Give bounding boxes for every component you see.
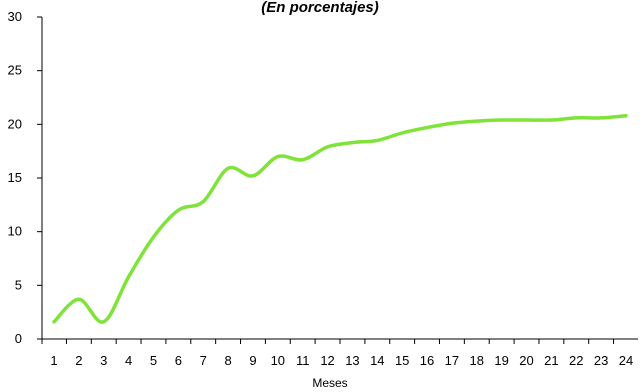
- data-point: [599, 116, 603, 120]
- x-tick-label: 9: [249, 353, 256, 368]
- data-point: [574, 116, 578, 120]
- data-point: [475, 119, 479, 123]
- data-point: [325, 145, 330, 149]
- data-point: [77, 297, 81, 301]
- x-axis: 1 2 3 4 5 6 7 8 9 10 11 12 13 14 15 16 17 18 19 20 21 22 23 24: [41, 338, 638, 368]
- data-point: [251, 174, 255, 178]
- x-tick-label: 20: [519, 353, 533, 368]
- x-tick-label: 3: [100, 353, 107, 368]
- y-tick-label: 10: [8, 224, 22, 239]
- x-tick-label: 12: [320, 353, 334, 368]
- data-point: [127, 275, 131, 279]
- x-tick-label: 6: [175, 353, 182, 368]
- x-tick-label: 18: [470, 353, 484, 368]
- x-tick-label: 14: [370, 353, 384, 368]
- y-tick-label: 30: [8, 9, 22, 24]
- x-tick-label: 1: [50, 353, 57, 368]
- chart-title: (En porcentajes): [261, 0, 379, 16]
- y-tick-label: 25: [8, 63, 22, 78]
- x-tick-label: 11: [296, 353, 310, 368]
- data-point: [176, 208, 180, 212]
- x-axis-label: Meses: [312, 376, 347, 390]
- data-point: [624, 114, 628, 118]
- x-tick-label: 7: [200, 353, 207, 368]
- y-tick-label: 20: [8, 116, 22, 131]
- data-point: [425, 125, 429, 130]
- data-point: [301, 158, 305, 162]
- x-tick-label: 24: [619, 353, 633, 368]
- x-tick-label: 13: [345, 353, 359, 368]
- x-tick-label: 19: [494, 353, 508, 368]
- data-point: [524, 118, 529, 122]
- y-tick-label: 0: [15, 331, 22, 346]
- data-point: [350, 140, 355, 145]
- x-tick-label: 4: [125, 353, 132, 368]
- y-tick-label: 5: [15, 277, 22, 292]
- data-point: [52, 320, 56, 324]
- x-tick-label: 22: [569, 353, 583, 368]
- x-tick-label: 15: [395, 353, 409, 368]
- data-point: [276, 154, 280, 159]
- series-layer: [52, 113, 628, 324]
- x-tick-label: 5: [150, 353, 157, 368]
- series-line: [52, 113, 628, 324]
- data-point: [151, 235, 156, 239]
- x-tick-label: 2: [75, 353, 82, 368]
- x-tick-label: 10: [271, 353, 285, 368]
- data-point: [400, 131, 404, 135]
- x-tick-label: 23: [594, 353, 608, 368]
- y-tick-label: 15: [8, 170, 22, 185]
- data-point: [226, 166, 230, 170]
- x-tick-label: 8: [224, 353, 231, 368]
- data-point: [450, 121, 454, 125]
- data-point: [549, 118, 553, 122]
- y-axis: 0 5 10 15 20 25 30: [8, 9, 43, 346]
- data-point: [102, 320, 106, 324]
- x-tick-label: 21: [544, 353, 558, 368]
- x-tick-label: 17: [445, 353, 459, 368]
- x-tick-label: 16: [420, 353, 434, 368]
- data-point: [201, 200, 205, 204]
- data-point: [375, 138, 379, 143]
- data-point: [500, 118, 504, 122]
